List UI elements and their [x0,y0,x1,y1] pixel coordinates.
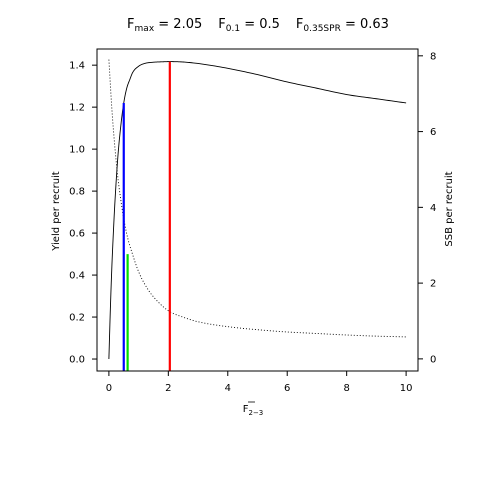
title-item-subscript: 0.35SPR [303,24,340,34]
y-left-tick-label: 1.0 [69,145,85,156]
x-axis-title-text: F2−3 [243,404,264,417]
x-tick-label: 8 [343,383,349,394]
chart-title-text: Fmax = 2.05 F0.1 = 0.5 F0.35SPR = 0.63 [127,17,389,34]
x-tick-label: 4 [225,383,231,394]
y-right-tick-label: 4 [430,203,436,214]
x-tick-label: 2 [165,383,171,394]
y-left-tick-label: 0.2 [69,313,85,324]
title-item-value: = 0.63 [341,17,389,32]
y-left-tick-label: 0.8 [69,187,85,198]
title-item-value: = 2.05 [154,17,202,32]
y-left-tick-label: 1.2 [69,103,85,114]
y-left-tick-label: 1.4 [69,61,85,72]
x-tick-label: 10 [400,383,413,394]
reference-lines-layer [122,61,171,371]
title-item-subscript: max [135,24,155,34]
y-right-tick-label: 6 [430,127,436,138]
y-right-tick-label: 0 [430,354,436,365]
chart-title: Fmax = 2.05 F0.1 = 0.5 F0.35SPR = 0.63 [127,17,389,34]
title-item-subscript: 0.1 [226,24,240,34]
x-axis: 0 2 4 6 8 10 [106,370,413,394]
y-axis-right: 0 2 4 6 8 [417,51,436,365]
title-item-value: = 0.5 [240,17,280,32]
title-item-main: F [296,17,303,32]
y-right-tick-label: 8 [430,51,436,62]
y-left-tick-label: 0.6 [69,229,85,240]
y-axis-left-title: Yield per recruit [51,171,62,252]
x-axis-title-main: F [243,404,249,415]
x-axis-title-subscript: 2−3 [248,409,263,417]
y-right-tick-label: 2 [430,279,436,290]
x-tick-label: 6 [284,383,290,394]
title-item-main: F [127,17,134,32]
x-axis-title: F2−3 [243,401,264,417]
y-left-tick-label: 0.0 [69,355,85,366]
y-axis-right-title: SSB per recruit [444,171,455,246]
x-tick-label: 0 [106,383,112,394]
ssb-per-recruit-curve [108,59,407,338]
y-axis-left: 0.0 0.2 0.4 0.6 0.8 1.0 1.2 1.4 [69,61,98,366]
yield-per-recruit-curve [108,61,407,360]
series-layer [108,59,407,360]
y-left-tick-label: 0.4 [69,271,85,282]
title-item-main: F [218,17,225,32]
